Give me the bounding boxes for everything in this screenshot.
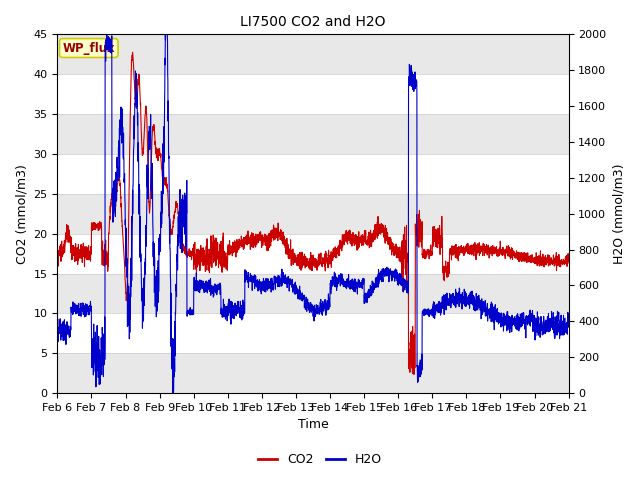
Y-axis label: CO2 (mmol/m3): CO2 (mmol/m3) <box>15 164 28 264</box>
Bar <box>58 35 568 74</box>
Bar <box>58 353 568 393</box>
Title: LI7500 CO2 and H2O: LI7500 CO2 and H2O <box>240 15 386 29</box>
Text: WP_flux: WP_flux <box>63 41 115 55</box>
Bar <box>58 194 568 234</box>
Y-axis label: H2O (mmol/m3): H2O (mmol/m3) <box>612 164 625 264</box>
Bar <box>58 274 568 313</box>
Legend: CO2, H2O: CO2, H2O <box>253 448 387 471</box>
Bar <box>58 114 568 154</box>
X-axis label: Time: Time <box>298 419 328 432</box>
